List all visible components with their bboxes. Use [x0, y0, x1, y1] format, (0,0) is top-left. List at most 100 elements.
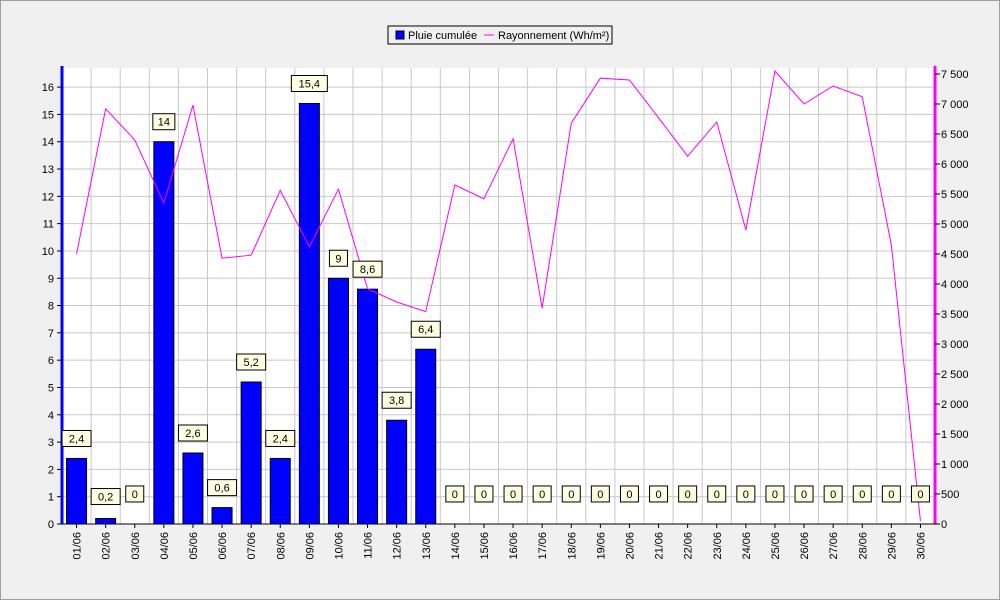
- data-label-box: [852, 485, 872, 503]
- data-label-box: [619, 485, 639, 503]
- data-label-box: [736, 485, 756, 503]
- data-label-text: 0: [714, 489, 720, 501]
- data-label-text: 0: [597, 489, 603, 501]
- x-axis-tick-label: 02/06: [101, 532, 113, 560]
- data-label-text: 0: [830, 489, 836, 501]
- data-label: 0: [852, 485, 872, 503]
- data-label-box: [410, 320, 441, 338]
- left-axis-tick-label: 6: [48, 355, 54, 367]
- x-axis-tick-label: 15/06: [479, 532, 491, 560]
- data-label-text: 0: [917, 489, 923, 501]
- right-axis-tick-label: 7 000: [941, 99, 969, 111]
- data-label-text: 2,4: [273, 433, 288, 445]
- right-axis-tick-label: 1 000: [941, 459, 969, 471]
- data-label-box: [765, 485, 785, 503]
- data-label: 14: [152, 113, 176, 131]
- bar: [240, 381, 262, 525]
- x-axis-tick-label: 20/06: [624, 532, 636, 560]
- data-label-text: 0: [655, 489, 661, 501]
- x-axis-tick-label: 09/06: [304, 532, 316, 560]
- x-axis-tick-label: 10/06: [333, 532, 345, 560]
- data-label-box: [649, 485, 669, 503]
- data-label: 0: [765, 485, 785, 503]
- data-label-box: [381, 391, 412, 409]
- right-axis-tick-label: 3 500: [941, 309, 969, 321]
- left-axis-tick-label: 1: [48, 492, 54, 504]
- x-axis-tick-label: 06/06: [217, 532, 229, 560]
- data-label: 0: [678, 485, 698, 503]
- data-label-box: [328, 249, 348, 267]
- left-axis-tick-label: 7: [48, 328, 54, 340]
- data-label-box: [290, 74, 328, 92]
- x-axis-tick-label: 18/06: [566, 532, 578, 560]
- data-label-box: [236, 353, 267, 371]
- left-axis-tick-label: 12: [42, 191, 54, 203]
- left-axis-tick-label: 5: [48, 382, 54, 394]
- data-label: 0: [823, 485, 843, 503]
- bar: [386, 419, 408, 525]
- bar: [357, 288, 379, 525]
- data-label: 0,6: [207, 479, 238, 497]
- legend-box: [387, 25, 613, 45]
- x-axis-tick-label: 01/06: [72, 532, 84, 560]
- x-axis-tick-label: 25/06: [770, 532, 782, 560]
- bar: [95, 518, 117, 525]
- left-axis-tick-label: 10: [42, 246, 54, 258]
- data-label-text: 3,8: [389, 395, 404, 407]
- x-axis-tick-label: 24/06: [741, 532, 753, 560]
- data-label-text: 0: [510, 489, 516, 501]
- legend-swatch-pluie: [395, 30, 405, 40]
- data-label: 0: [881, 485, 901, 503]
- data-label-text: 14: [158, 117, 170, 129]
- data-label-box: [532, 485, 552, 503]
- data-label-text: 0: [568, 489, 574, 501]
- bar: [182, 452, 204, 525]
- data-label: 0: [794, 485, 814, 503]
- data-label: 0: [590, 485, 610, 503]
- data-label: 0: [561, 485, 581, 503]
- x-axis-tick-label: 11/06: [363, 532, 375, 559]
- bar: [298, 102, 320, 525]
- x-axis-tick-label: 19/06: [595, 532, 607, 560]
- x-axis-tick-label: 23/06: [712, 532, 724, 560]
- data-label-text: 0,6: [214, 483, 229, 495]
- bar: [269, 457, 291, 525]
- data-label: 2,6: [177, 424, 208, 442]
- data-label-text: 6,4: [418, 324, 433, 336]
- right-axis-tick-label: 4 500: [941, 249, 969, 261]
- right-axis-tick-label: 7 500: [941, 69, 969, 81]
- x-axis-tick-label: 16/06: [508, 532, 520, 560]
- data-label-box: [590, 485, 610, 503]
- data-label: 5,2: [236, 353, 267, 371]
- data-label: 0: [649, 485, 669, 503]
- data-label-text: 0: [685, 489, 691, 501]
- x-axis-tick-label: 22/06: [683, 532, 695, 560]
- data-label-text: 0,2: [98, 492, 113, 504]
- data-label-text: 0: [772, 489, 778, 501]
- data-label: 0: [503, 485, 523, 503]
- left-axis-tick-label: 3: [48, 437, 54, 449]
- data-label-text: 0: [132, 489, 138, 501]
- legend-label-rayonnement: Rayonnement (Wh/m²): [498, 30, 609, 42]
- legend-label-pluie: Pluie cumulée: [408, 30, 477, 42]
- bar: [153, 141, 175, 525]
- data-label-box: [823, 485, 843, 503]
- x-axis-tick-label: 07/06: [246, 532, 258, 560]
- data-label-text: 0: [539, 489, 545, 501]
- x-axis-tick-label: 13/06: [421, 532, 433, 560]
- left-axis-tick-label: 11: [43, 219, 54, 231]
- data-label-box: [265, 429, 296, 447]
- right-axis-tick-label: 6 000: [941, 159, 969, 171]
- x-axis-tick-label: 28/06: [857, 532, 869, 560]
- right-axis-tick-label: 5 500: [941, 189, 969, 201]
- x-axis-tick-label: 03/06: [130, 532, 142, 560]
- bar: [415, 348, 437, 525]
- data-label-box: [561, 485, 581, 503]
- x-axis-tick-label: 27/06: [828, 532, 840, 560]
- left-axis-tick-label: 16: [42, 82, 54, 94]
- data-label: 9: [328, 249, 348, 267]
- x-axis-tick-label: 04/06: [159, 532, 171, 560]
- data-label-box: [61, 429, 92, 447]
- data-label-text: 0: [626, 489, 632, 501]
